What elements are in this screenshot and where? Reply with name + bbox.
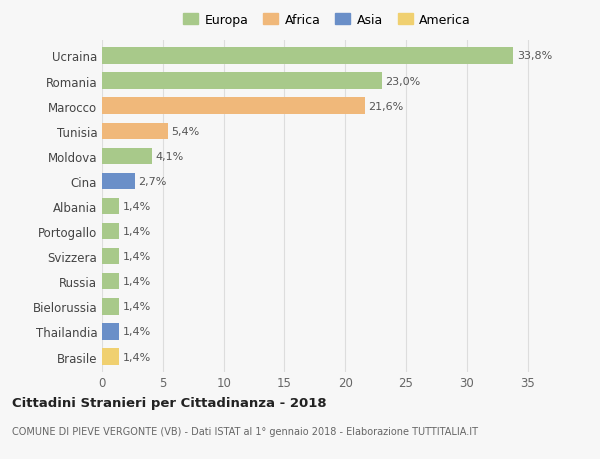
Text: 1,4%: 1,4% [122,302,151,312]
Text: 1,4%: 1,4% [122,252,151,262]
Bar [102,224,119,240]
Text: COMUNE DI PIEVE VERGONTE (VB) - Dati ISTAT al 1° gennaio 2018 - Elaborazione TUT: COMUNE DI PIEVE VERGONTE (VB) - Dati IST… [12,426,478,436]
Text: 1,4%: 1,4% [122,227,151,236]
Text: 23,0%: 23,0% [385,76,421,86]
Text: 1,4%: 1,4% [122,202,151,212]
Text: Cittadini Stranieri per Cittadinanza - 2018: Cittadini Stranieri per Cittadinanza - 2… [12,396,326,409]
Text: 21,6%: 21,6% [368,101,404,112]
Text: 1,4%: 1,4% [122,277,151,287]
Bar [102,198,119,215]
Text: 2,7%: 2,7% [139,177,167,186]
Bar [102,298,119,315]
Bar [102,274,119,290]
Text: 1,4%: 1,4% [122,327,151,337]
Bar [102,48,513,64]
Text: 1,4%: 1,4% [122,352,151,362]
Bar [102,174,135,190]
Legend: Europa, Africa, Asia, America: Europa, Africa, Asia, America [178,9,476,32]
Bar [102,98,365,115]
Text: 5,4%: 5,4% [172,126,200,136]
Text: 4,1%: 4,1% [155,151,184,162]
Bar [102,248,119,265]
Text: 33,8%: 33,8% [517,51,552,62]
Bar [102,73,382,90]
Bar [102,349,119,365]
Bar [102,148,152,165]
Bar [102,123,167,140]
Bar [102,324,119,340]
